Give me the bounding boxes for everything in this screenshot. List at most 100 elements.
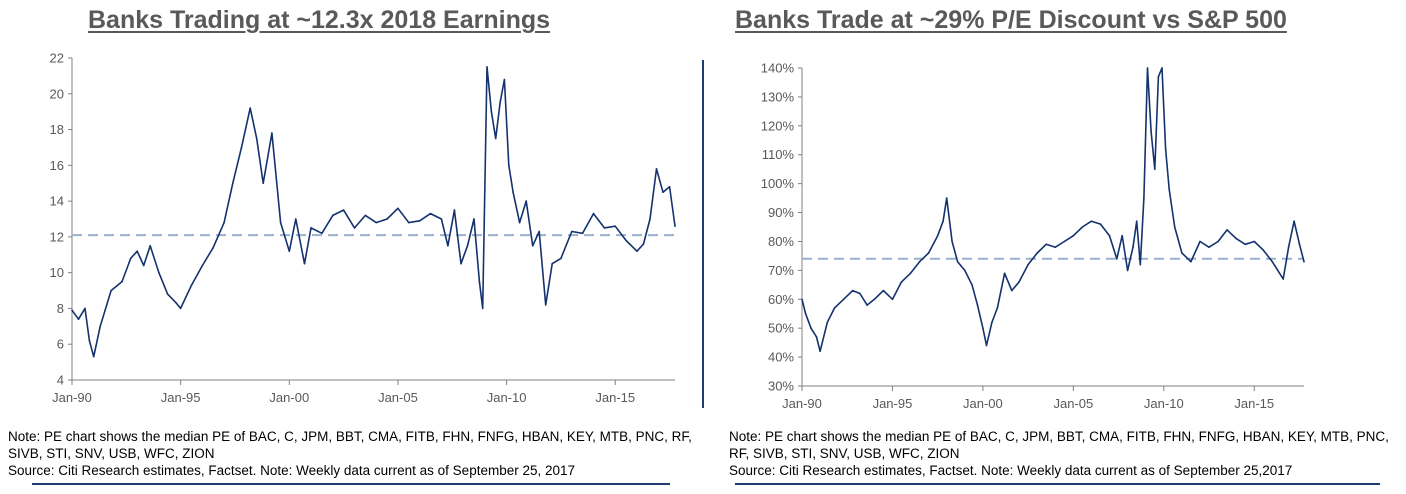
right-y-tick-label: 120%	[761, 118, 795, 133]
left-data-point	[71, 309, 73, 312]
left-data-point	[212, 246, 214, 249]
left-y-tick-label: 16	[50, 158, 64, 173]
right-data-point	[1157, 75, 1160, 78]
left-x-tick-label: Jan-15	[595, 390, 635, 405]
right-data-point	[1253, 240, 1256, 243]
right-data-point	[1282, 278, 1284, 280]
left-data-point	[642, 243, 645, 245]
left-data-point	[310, 227, 312, 229]
right-data-point	[1072, 234, 1075, 237]
right-y-tick-label: 80%	[768, 234, 794, 249]
right-data-point	[819, 350, 821, 353]
left-data-point	[386, 218, 388, 220]
left-x-tick-label: Jan-95	[161, 390, 201, 405]
left-data-point	[560, 257, 562, 260]
left-data-point	[332, 214, 334, 217]
left-data-point	[649, 218, 651, 220]
right-data-point	[1161, 67, 1163, 69]
right-data-point	[859, 292, 861, 295]
right-data-point	[991, 321, 993, 324]
left-data-point	[481, 307, 484, 310]
left-source-text: Source: Citi Research estimates, Factset…	[8, 463, 576, 478]
right-data-point	[842, 298, 845, 301]
right-data-point	[1132, 246, 1134, 248]
left-data-point	[303, 262, 306, 265]
right-x-tick-label: Jan-05	[1053, 396, 1093, 411]
right-data-point	[851, 289, 854, 292]
left-data-point	[92, 355, 95, 358]
right-footer-rule	[735, 483, 1380, 485]
left-y-tick-label: 18	[50, 122, 64, 137]
right-y-tick-label: 40%	[768, 350, 794, 365]
left-data-point	[473, 218, 475, 220]
right-data-point	[1298, 243, 1301, 246]
right-data-point	[1126, 269, 1129, 272]
right-data-point	[1217, 240, 1219, 243]
left-data-point	[486, 66, 488, 68]
right-y-tick-label: 130%	[761, 89, 795, 104]
right-data-point	[1027, 263, 1029, 266]
right-data-point	[866, 304, 868, 306]
right-data-point	[1303, 260, 1305, 263]
left-data-point	[494, 137, 497, 140]
left-data-point	[518, 221, 521, 224]
right-data-point	[996, 307, 999, 309]
left-data-point	[201, 264, 204, 267]
right-data-point	[1003, 272, 1006, 275]
right-data-point	[1244, 243, 1246, 246]
right-data-point	[1164, 148, 1167, 150]
left-data-point	[375, 221, 378, 224]
right-data-point	[810, 327, 812, 330]
right-y-tick-label: 90%	[768, 205, 794, 220]
right-data-point	[1116, 258, 1118, 260]
right-data-point	[1235, 237, 1237, 240]
right-data-point	[1168, 188, 1170, 191]
right-data-point	[804, 312, 807, 315]
left-data-point	[592, 212, 595, 215]
left-data-point	[490, 110, 493, 113]
left-data-point	[478, 280, 481, 283]
left-data-point	[614, 225, 616, 227]
right-chart-plot: 30% 40% 50% 60% 70% 80% 90% 100% 110% 120% 130% 140…	[761, 61, 1305, 411]
right-chart-title: Banks Trade at ~29% P/E Discount vs S&P …	[735, 6, 1287, 34]
right-source-text: Source: Citi Research estimates, Factset…	[729, 463, 1293, 478]
right-data-point	[985, 344, 988, 347]
left-data-point	[149, 245, 151, 247]
left-data-point	[158, 271, 160, 274]
left-data-point	[99, 325, 101, 328]
right-data-point	[1287, 246, 1290, 248]
right-x-tick-label: Jan-90	[782, 396, 822, 411]
left-data-point	[262, 182, 265, 184]
left-data-point	[223, 221, 225, 224]
right-data-point	[1036, 252, 1038, 254]
left-y-tick-label: 20	[50, 86, 64, 101]
left-y-tick-label: 14	[50, 194, 64, 209]
right-data-point	[1011, 289, 1013, 292]
right-data-point	[956, 260, 959, 263]
left-data-point	[447, 245, 449, 247]
right-data-point	[1054, 246, 1057, 248]
left-data-point	[674, 225, 676, 227]
left-data-point	[295, 218, 297, 220]
left-data-point	[364, 214, 367, 217]
left-data-point	[321, 232, 323, 235]
left-data-point	[84, 307, 86, 310]
left-data-point	[271, 132, 273, 134]
right-data-point	[815, 336, 818, 338]
left-data-point	[508, 164, 510, 167]
right-data-point	[951, 240, 953, 243]
right-y-tick-label: 60%	[768, 292, 794, 307]
left-data-point	[655, 168, 658, 170]
left-y-tick-label: 6	[57, 337, 64, 352]
right-data-point	[1135, 220, 1138, 222]
right-x-tick-label: Jan-10	[1144, 396, 1184, 411]
left-data-point	[581, 232, 584, 235]
right-y-tick-label: 30%	[768, 379, 794, 394]
left-data-point	[129, 257, 132, 260]
right-note-text: Note: PE chart shows the median PE of BA…	[729, 429, 1389, 461]
right-data-point	[873, 298, 876, 301]
right-data-point	[1190, 260, 1192, 263]
right-data-point	[801, 298, 803, 301]
left-data-point	[460, 262, 462, 265]
left-chart-panel: Banks Trading at ~12.3x 2018 Earnings 4 6…	[0, 0, 700, 494]
